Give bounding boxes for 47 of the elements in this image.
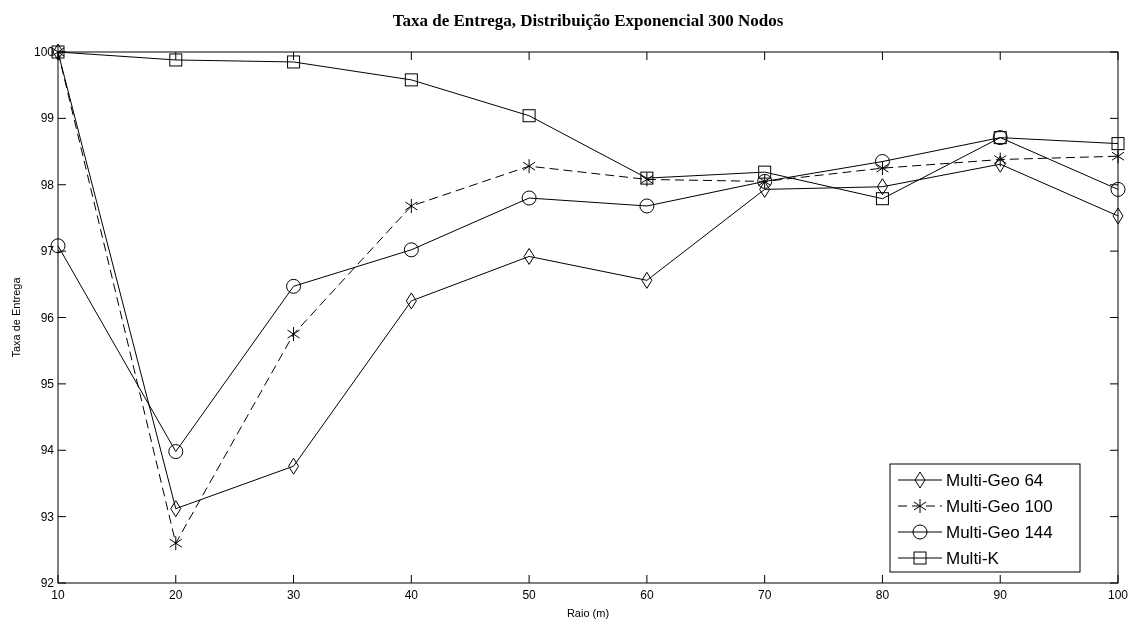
chart-title: Taxa de Entrega, Distribuição Exponencial 300 Nodos [392, 11, 784, 30]
point [169, 53, 183, 67]
y-tick-label: 97 [40, 244, 55, 259]
point [403, 242, 419, 258]
y-tick-label: 100 [33, 45, 55, 59]
x-tick-label: 80 [875, 588, 890, 602]
x-tick-label: 10 [51, 588, 65, 602]
y-tick-label: 93 [40, 509, 55, 524]
y-tick-label: 99 [40, 111, 55, 126]
x-tick-label: 50 [522, 588, 537, 602]
point [522, 109, 536, 123]
point [169, 535, 183, 551]
point [1111, 137, 1125, 151]
point [1111, 148, 1125, 164]
point [639, 198, 655, 214]
legend-label: Multi-Geo 64 [946, 471, 1044, 490]
x-tick-label: 70 [757, 588, 772, 602]
point [993, 152, 1007, 168]
point [522, 158, 536, 174]
point [875, 160, 889, 176]
point [287, 326, 301, 342]
point [758, 165, 772, 179]
point [874, 154, 890, 170]
legend-label: Multi-Geo 100 [946, 497, 1053, 516]
legend-label: Multi-K [946, 549, 1000, 568]
point [875, 192, 889, 206]
point [521, 190, 537, 206]
y-tick-label: 94 [40, 443, 55, 458]
y-tick-label: 98 [40, 177, 55, 192]
x-tick-label: 60 [640, 588, 654, 602]
x-tick-label: 40 [404, 588, 419, 602]
x-axis-title: Raio (m) [566, 607, 610, 619]
point [404, 198, 418, 214]
x-tick-label: 20 [169, 588, 183, 602]
x-tick-label: 100 [1107, 588, 1129, 602]
point [404, 73, 418, 87]
legend-label: Multi-Geo 144 [946, 523, 1053, 542]
x-tick-label: 90 [993, 588, 1008, 602]
y-axis-title: Taxa de Entrega [10, 276, 22, 358]
point [287, 55, 301, 69]
y-tick-label: 96 [40, 310, 55, 325]
point [168, 444, 184, 460]
x-tick-label: 30 [286, 588, 301, 602]
y-tick-label: 92 [40, 576, 55, 590]
point [286, 278, 302, 294]
y-tick-label: 95 [40, 376, 55, 391]
point [1110, 181, 1126, 197]
